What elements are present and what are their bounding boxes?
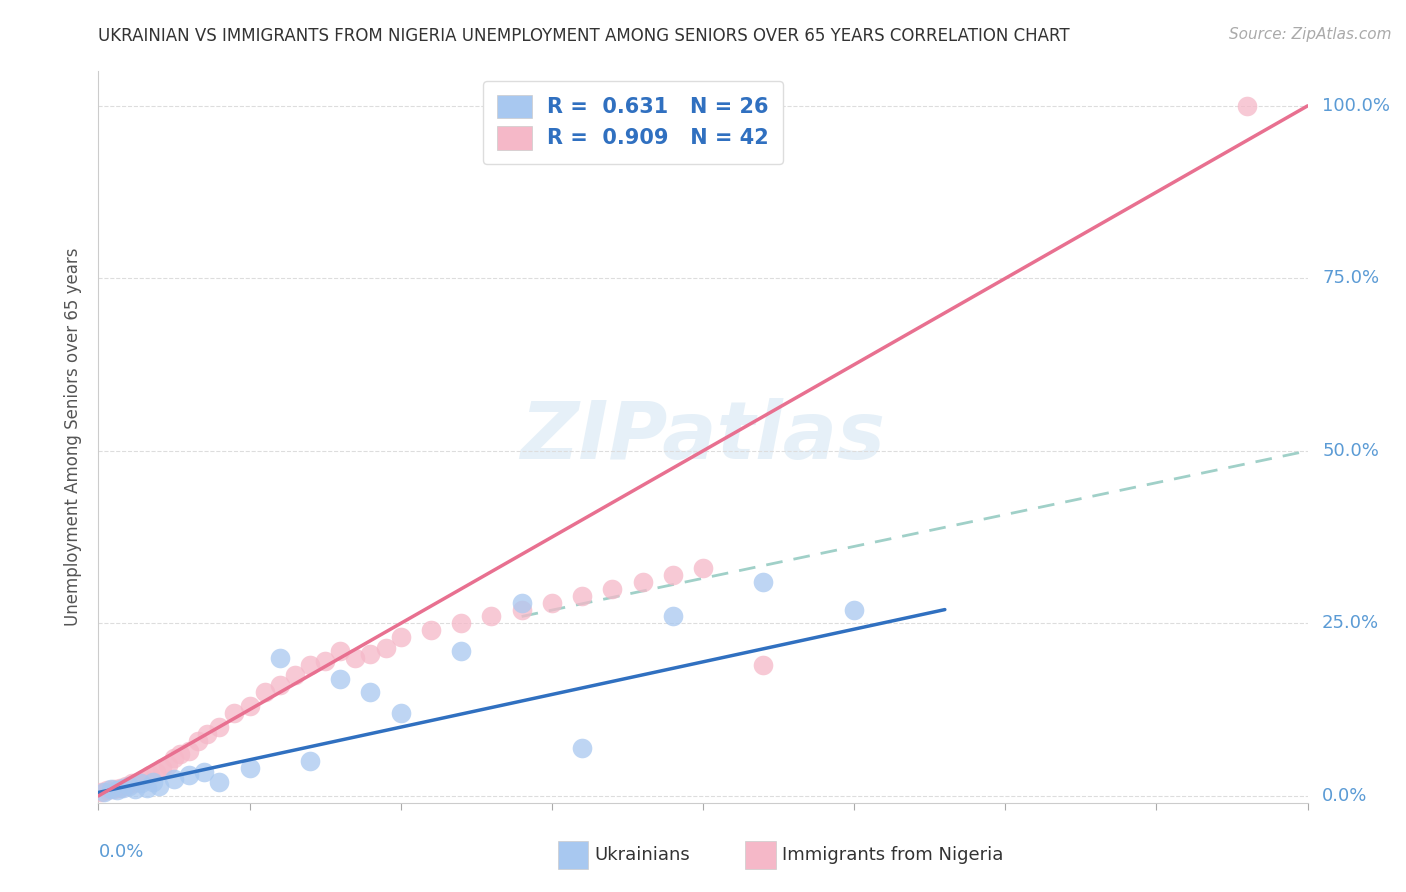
Point [208,775,231,789]
Point [118,779,141,793]
Point [602,582,624,596]
Point [344,651,367,665]
Text: 75.0%: 75.0% [1322,269,1379,287]
Point [299,755,322,769]
Point [844,602,866,616]
Point [481,609,503,624]
Point [208,720,231,734]
Text: Ukrainians: Ukrainians [595,846,690,863]
Point [187,733,209,747]
Point [127,775,149,789]
Point [450,644,472,658]
Point [510,602,533,616]
Point [360,648,382,662]
Point [145,764,167,779]
Text: 0.0%: 0.0% [1322,787,1368,805]
Point [692,561,714,575]
Point [360,685,382,699]
Point [314,654,336,668]
Point [111,780,134,795]
FancyBboxPatch shape [558,841,588,869]
Point [150,761,173,775]
Point [571,740,593,755]
Point [389,630,412,644]
Point [253,685,276,699]
Point [135,780,157,795]
Text: Immigrants from Nigeria: Immigrants from Nigeria [782,846,1002,863]
Point [239,699,262,714]
Point [661,609,683,624]
Point [105,783,128,797]
Text: Source: ZipAtlas.com: Source: ZipAtlas.com [1229,27,1392,42]
Point [163,751,186,765]
Point [124,782,146,797]
Point [329,672,352,686]
Point [96,783,118,797]
Point [103,782,125,797]
Point [114,779,136,793]
Point [142,775,165,789]
Point [177,768,201,782]
Point [239,761,262,775]
Point [156,757,179,772]
Text: UKRAINIAN VS IMMIGRANTS FROM NIGERIA UNEMPLOYMENT AMONG SENIORS OVER 65 YEARS CO: UKRAINIAN VS IMMIGRANTS FROM NIGERIA UNE… [98,27,1070,45]
Text: 100.0%: 100.0% [1322,97,1391,115]
Point [329,644,352,658]
Point [299,657,322,672]
Point [374,640,396,655]
Text: 25.0%: 25.0% [1322,615,1379,632]
Point [139,768,162,782]
Point [108,780,131,795]
FancyBboxPatch shape [745,841,776,869]
Point [90,785,112,799]
Point [419,624,441,638]
Text: ZIPatlas: ZIPatlas [520,398,886,476]
Point [129,776,152,790]
Point [284,668,307,682]
Point [224,706,246,720]
Point [752,657,775,672]
Point [169,747,191,762]
Legend: R =  0.631   N = 26, R =  0.909   N = 42: R = 0.631 N = 26, R = 0.909 N = 42 [484,81,783,163]
Point [195,727,218,741]
Point [269,651,291,665]
Point [1236,99,1258,113]
Point [269,678,291,692]
Point [510,596,533,610]
Point [193,764,215,779]
Point [132,772,155,786]
Y-axis label: Unemployment Among Seniors over 65 years: Unemployment Among Seniors over 65 years [65,248,83,626]
Point [450,616,472,631]
Text: 0.0%: 0.0% [98,843,143,861]
Point [121,776,143,790]
Point [148,779,170,793]
Point [540,596,562,610]
Point [93,785,115,799]
Point [661,568,683,582]
Point [571,589,593,603]
Point [389,706,412,720]
Point [752,574,775,589]
Point [177,744,201,758]
Point [100,782,122,797]
Point [163,772,186,786]
Point [631,574,654,589]
Text: 50.0%: 50.0% [1322,442,1379,460]
